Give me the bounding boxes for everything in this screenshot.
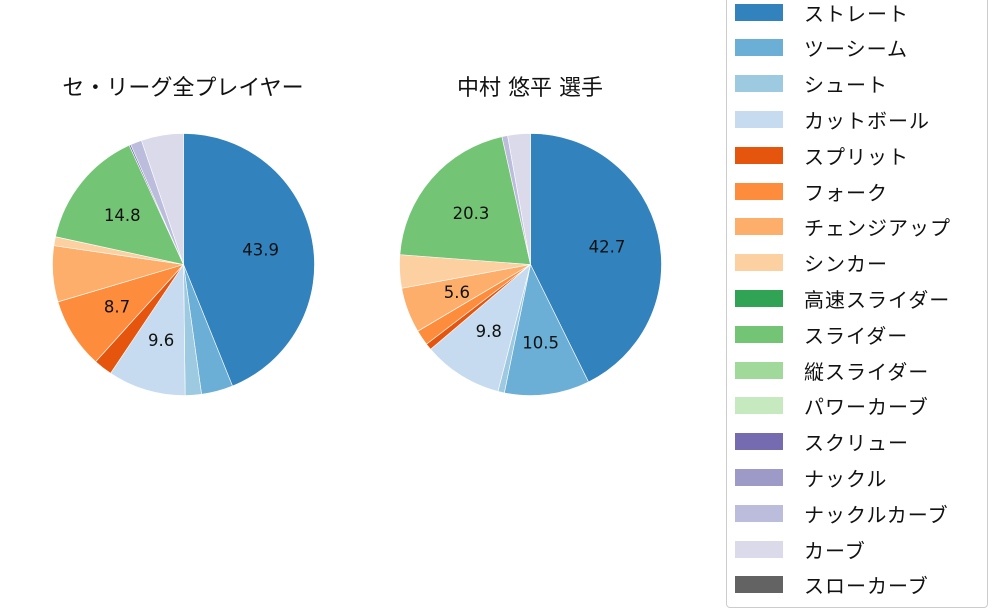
pie-slice	[183, 133, 315, 387]
legend-label: シュート	[804, 73, 888, 98]
legend-item: ナックルカーブ	[735, 498, 949, 528]
slice-value-label: 10.5	[522, 333, 559, 352]
pie-slice	[110, 263, 186, 396]
legend-item: チェンジアップ	[735, 212, 951, 242]
legend-item: ナックル	[735, 462, 887, 492]
slice-value-label: 8.7	[104, 297, 130, 316]
legend-swatch	[735, 75, 783, 93]
legend-swatch	[735, 397, 783, 415]
legend-swatch	[735, 3, 783, 21]
pie-slice	[430, 263, 532, 392]
legend-label: スプリット	[804, 144, 909, 169]
legend-swatch	[735, 540, 783, 558]
legend-swatch	[735, 325, 783, 343]
legend-label: 縦スライダー	[804, 359, 930, 384]
legend-item: 縦スライダー	[735, 355, 929, 385]
legend-swatch	[735, 218, 783, 236]
legend-item: シンカー	[735, 248, 888, 278]
pie-slice	[399, 136, 531, 265]
legend-label: スライダー	[804, 323, 909, 348]
pie-slice	[530, 133, 662, 383]
legend-swatch	[735, 361, 783, 379]
left-pie-title: セ・リーグ全プレイヤー	[62, 76, 304, 101]
legend-label: フォーク	[804, 180, 888, 205]
pie-slice	[141, 133, 184, 265]
legend-item: パワーカーブ	[735, 391, 929, 421]
slice-value-label: 14.8	[104, 206, 141, 225]
legend-label: カーブ	[804, 538, 866, 563]
legend-swatch	[735, 254, 783, 272]
legend-label: パワーカーブ	[804, 395, 929, 420]
legend-item: ツーシーム	[735, 33, 908, 63]
pie-charts: 43.9 9.6 8.7 14.8 42.7 10.5 9.8 5.6 20.3	[52, 133, 662, 396]
legend-swatch	[735, 289, 783, 307]
pie-player: 42.7 10.5 9.8 5.6 20.3	[399, 133, 662, 396]
slice-value-label: 9.8	[476, 322, 502, 341]
legend-label: チェンジアップ	[804, 216, 951, 241]
legend-item: 高速スライダー	[735, 283, 950, 313]
slice-value-label: 20.3	[453, 204, 490, 223]
legend-label: ストレート	[804, 1, 909, 26]
legend-label: ナックル	[804, 466, 888, 491]
legend-swatch	[735, 468, 783, 486]
legend-swatch	[735, 39, 783, 57]
legend-item: カットボール	[735, 104, 930, 134]
legend-swatch	[735, 182, 783, 200]
legend-item: ストレート	[735, 0, 909, 27]
right-pie-title: 中村 悠平 選手	[457, 76, 603, 101]
legend-item: カーブ	[735, 534, 866, 564]
pie-league-all: 43.9 9.6 8.7 14.8	[52, 133, 315, 396]
legend-item: スローカーブ	[735, 570, 929, 600]
legend-label: ナックルカーブ	[804, 502, 949, 527]
legend-swatch	[735, 146, 783, 164]
legend-swatch	[735, 576, 783, 594]
legend-swatch	[735, 433, 783, 451]
legend-label: スクリュー	[804, 431, 909, 456]
legend-label: スローカーブ	[804, 574, 929, 599]
legend-label: シンカー	[804, 252, 888, 277]
legend-item: スライダー	[735, 319, 908, 349]
legend-label: カットボール	[804, 108, 930, 133]
pie-slice	[55, 144, 185, 265]
pie-slice	[507, 133, 531, 265]
pie-slice	[503, 263, 589, 396]
legend-label: ツーシーム	[804, 37, 908, 62]
legend-item: スプリット	[735, 140, 909, 170]
slice-value-label: 43.9	[242, 241, 279, 260]
legend-label: 高速スライダー	[804, 287, 951, 312]
legend-item: シュート	[735, 69, 888, 99]
slice-value-label: 42.7	[589, 238, 626, 257]
legend-item: フォーク	[735, 176, 888, 206]
slice-value-label: 5.6	[444, 283, 470, 302]
slice-value-label: 9.6	[148, 331, 174, 350]
legend-item: スクリュー	[735, 427, 909, 457]
legend: ストレートツーシームシュートカットボール スプリットフォークチェンジアップ シンカー…	[726, 0, 988, 608]
legend-swatch	[735, 110, 783, 128]
legend-swatch	[735, 504, 783, 522]
